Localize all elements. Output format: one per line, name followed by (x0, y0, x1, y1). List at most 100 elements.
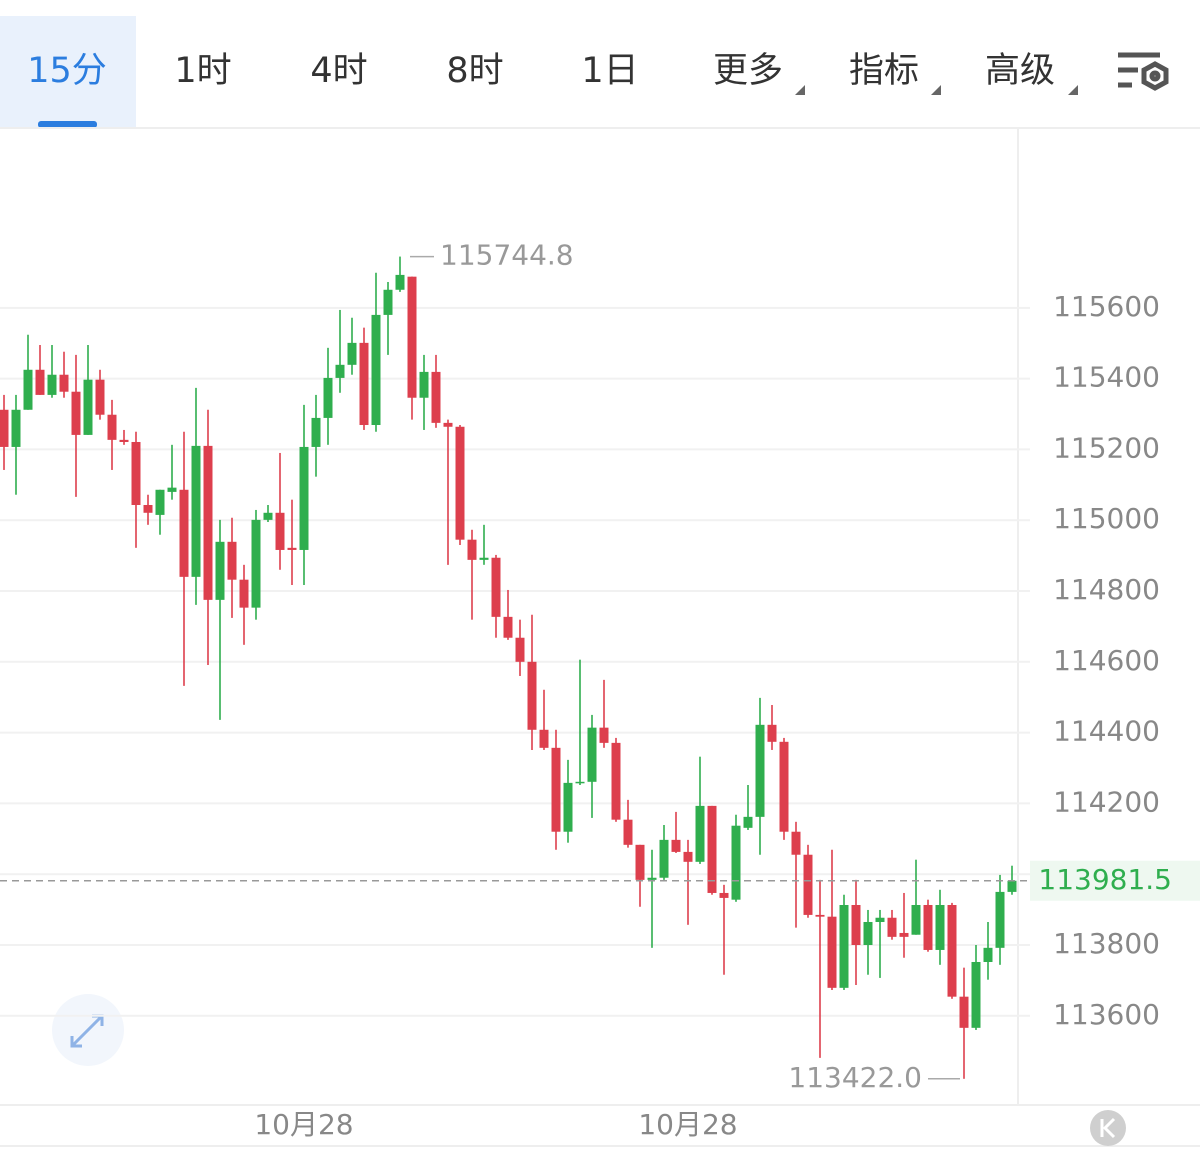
candle-body (335, 364, 345, 378)
candle-body (383, 289, 393, 315)
candle-body (707, 805, 717, 893)
candle-body (779, 741, 789, 832)
candle-body (155, 489, 165, 515)
tab[interactable]: 4时 (310, 51, 367, 91)
candle-body (83, 379, 93, 435)
candle-body (923, 904, 933, 950)
candle-body (551, 747, 561, 832)
candle-body (659, 839, 669, 878)
candle-body (455, 426, 465, 540)
candle-body (179, 489, 189, 577)
candle-body (347, 342, 357, 365)
candle-body (851, 904, 861, 945)
candle-body (899, 932, 909, 937)
candle-body (611, 742, 621, 820)
candle-body (971, 961, 981, 1028)
candle-body (911, 904, 921, 935)
candle-body (947, 904, 957, 997)
candle-body (839, 904, 849, 988)
candle-body (887, 917, 897, 937)
candle-body (47, 374, 57, 395)
candle-body (227, 541, 237, 580)
candle-body (203, 445, 213, 600)
y-tick-label: 115200 (1053, 431, 1160, 464)
candle-body (371, 314, 381, 425)
tab[interactable]: 15分 (27, 51, 107, 91)
candle-body (959, 996, 969, 1028)
candle-body (995, 891, 1005, 948)
candle-body (935, 904, 945, 950)
candle-body (23, 369, 33, 410)
candle-body (143, 504, 153, 513)
candle-body (11, 409, 21, 447)
candle-body (719, 892, 729, 898)
y-tick-label: 115000 (1053, 502, 1160, 535)
active-tab-underline (38, 121, 97, 128)
y-tick-label: 114200 (1053, 785, 1160, 818)
candle-body (863, 921, 873, 945)
candle-body (215, 541, 225, 600)
candle-body (107, 414, 117, 440)
dropdown-caret (931, 85, 941, 95)
scroll-latest-button[interactable] (1090, 1110, 1126, 1146)
tab[interactable]: 高级 (985, 51, 1055, 91)
candle-body (359, 342, 369, 425)
tab[interactable]: 1时 (174, 51, 231, 91)
settings-icon[interactable] (1118, 52, 1169, 91)
candle-body (767, 724, 777, 742)
tab[interactable]: 更多 (713, 51, 783, 91)
candle-body (683, 851, 693, 862)
candle-body (695, 805, 705, 862)
candle-body (251, 519, 261, 608)
candle-body (731, 825, 741, 900)
candle-body (443, 422, 453, 427)
candle-body (515, 637, 525, 662)
dropdown-caret (1068, 85, 1078, 95)
candle-body (119, 439, 129, 442)
candle-body (95, 379, 105, 415)
candle-body (479, 557, 489, 560)
candle-body (503, 616, 513, 638)
candle-body (407, 276, 417, 398)
tab[interactable]: 1日 (581, 51, 638, 91)
candle-body (623, 819, 633, 845)
candle-body (635, 844, 645, 880)
candle-body (743, 816, 753, 828)
fullscreen-button[interactable] (52, 994, 124, 1066)
candle-body (71, 391, 81, 435)
candle-body (539, 729, 549, 748)
candle-body (563, 782, 573, 832)
y-tick-label: 113600 (1053, 998, 1160, 1031)
tab[interactable]: 指标 (849, 51, 919, 91)
candle-body (167, 487, 177, 492)
candle-body (299, 446, 309, 550)
candle-body (35, 369, 45, 395)
candle-body (983, 947, 993, 962)
last-price-bg (1030, 860, 1200, 901)
candle-body (791, 831, 801, 855)
candle-body (755, 724, 765, 817)
candle-body (275, 512, 285, 550)
candle-body (311, 417, 321, 447)
x-tick-label: 10月28 (638, 1108, 737, 1141)
candle-body (671, 839, 681, 852)
annotation-label: 115744.8 (440, 239, 574, 272)
candle-body (647, 877, 657, 880)
candle-body (527, 661, 537, 730)
active-tab-bg (0, 16, 136, 128)
candle-body (287, 547, 297, 550)
candle-body (239, 579, 249, 608)
candle-body (431, 371, 441, 423)
candle-body (1007, 880, 1017, 892)
candle-body (467, 539, 477, 560)
tab[interactable]: 8时 (446, 51, 503, 91)
last-price-label: 113981.5 (1038, 863, 1172, 896)
candle-body (131, 441, 141, 505)
annotation-label: 113422.0 (788, 1061, 922, 1094)
candle-body (803, 854, 813, 915)
candle-body (395, 274, 405, 290)
candle-body (263, 512, 273, 520)
candle-body (599, 727, 609, 743)
